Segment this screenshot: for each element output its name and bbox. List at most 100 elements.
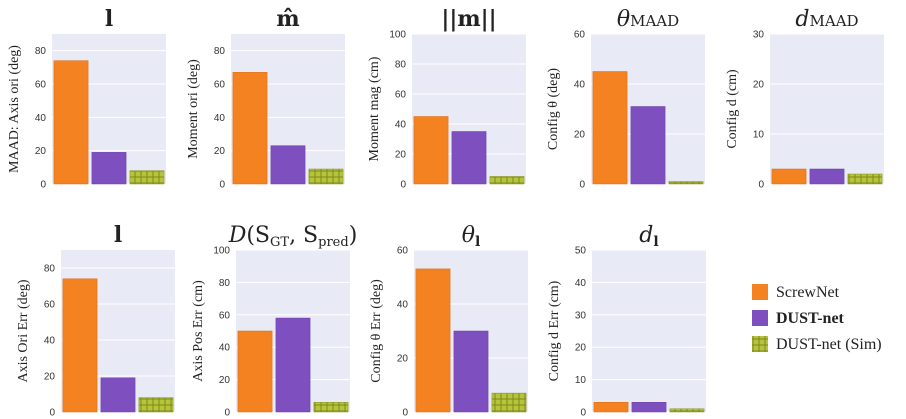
y-axis-label: Axis Ori Err (deg) xyxy=(16,279,31,382)
y-tick-label: 20 xyxy=(397,354,409,365)
chart-panel-2: 0 20 40 60 80 m̂ Moment ori (deg) xyxy=(186,6,345,191)
y-tick-label: 80 xyxy=(219,278,231,289)
bar-dust-net-sim xyxy=(491,392,527,413)
y-axis-label: Config θ (deg) xyxy=(546,68,561,150)
y-tick-label: 60 xyxy=(44,300,56,311)
bar-dust-net xyxy=(91,152,127,185)
bar-screwnet xyxy=(53,60,89,185)
legend: ScrewNet DUST-net DUST-net (Sim) xyxy=(752,284,882,353)
y-tick-label: 60 xyxy=(574,30,586,41)
legend-swatch xyxy=(752,336,768,352)
chart-title: D(SGT, Spred) xyxy=(228,223,358,250)
y-tick-label: 30 xyxy=(575,310,587,321)
chart-title: dl xyxy=(639,223,658,250)
y-axis-label: Moment ori (deg) xyxy=(186,59,201,159)
y-tick-label: 60 xyxy=(214,80,226,91)
legend-label: DUST-net xyxy=(776,310,845,327)
bar-dust-net xyxy=(631,402,667,413)
y-tick-label: 20 xyxy=(214,146,226,157)
bar-screwnet xyxy=(593,402,629,413)
y-tick-label: 20 xyxy=(575,343,587,354)
y-axis-label: Config θ Err (deg) xyxy=(369,279,384,383)
y-axis-label: Axis Pos Err (cm) xyxy=(191,280,206,382)
y-tick-label: 0 xyxy=(579,180,585,191)
y-tick-label: 40 xyxy=(35,113,47,124)
bar-dust-net xyxy=(451,131,487,185)
chart-title: l xyxy=(105,6,113,32)
bar-screwnet xyxy=(232,72,268,185)
bar-dust-net xyxy=(270,145,306,185)
chart-panel-4: 0 20 40 60 θMAAD Config θ (deg) xyxy=(546,7,705,191)
bar-dust-net xyxy=(809,168,845,185)
legend-swatch xyxy=(752,310,768,326)
y-axis-label: Moment mag (cm) xyxy=(367,56,382,161)
y-tick-label: 20 xyxy=(753,80,765,91)
plot-area xyxy=(770,34,884,184)
legend-swatch xyxy=(752,284,768,300)
y-tick-label: 60 xyxy=(219,310,231,321)
bar-dust-net-sim xyxy=(489,176,525,185)
y-tick-label: 0 xyxy=(402,408,408,419)
bar-dust-net-sim xyxy=(313,402,349,413)
y-tick-label: 20 xyxy=(35,146,47,157)
y-tick-label: 0 xyxy=(224,408,230,419)
bar-dust-net-sim xyxy=(847,173,883,185)
y-tick-label: 80 xyxy=(214,46,226,57)
y-tick-label: 20 xyxy=(219,375,231,386)
y-tick-label: 60 xyxy=(395,90,407,101)
chart-title: ||m|| xyxy=(441,6,496,32)
chart-panel-5: 0 10 20 30 dMAAD Config d (cm) xyxy=(725,7,884,191)
plot-area xyxy=(592,250,706,412)
y-axis-label: Config d Err (cm) xyxy=(547,280,562,381)
y-tick-label: 40 xyxy=(395,120,407,131)
chart-title: l xyxy=(114,222,122,248)
chart-panel-1: 0 20 40 60 80 l MAAD: Axis ori (deg) xyxy=(7,6,166,191)
chart-panel-9: 0 10 20 30 40 50 dl Config d Err (cm) xyxy=(547,223,706,419)
y-tick-label: 20 xyxy=(44,372,56,383)
y-tick-label: 50 xyxy=(575,246,587,257)
bar-dust-net-sim xyxy=(129,170,165,185)
y-tick-label: 40 xyxy=(214,113,226,124)
y-tick-label: 40 xyxy=(44,336,56,347)
y-tick-label: 80 xyxy=(395,60,407,71)
legend-label: DUST-net (Sim) xyxy=(776,336,882,353)
chart-panel-3: 0 20 40 60 80 100 ||m|| Moment mag (cm) xyxy=(367,6,526,191)
y-tick-label: 60 xyxy=(35,80,47,91)
bar-screwnet xyxy=(413,116,449,185)
bar-screwnet xyxy=(62,278,98,413)
bar-dust-net xyxy=(453,330,489,413)
y-tick-label: 80 xyxy=(44,264,56,275)
bar-dust-net-sim xyxy=(308,168,344,185)
bar-screwnet xyxy=(415,268,451,413)
y-tick-label: 10 xyxy=(753,130,765,141)
y-tick-label: 0 xyxy=(758,180,764,191)
chart-panel-8: 0 20 40 60 θl Config θ Err (deg) xyxy=(369,223,528,419)
y-tick-label: 40 xyxy=(397,300,409,311)
bar-screwnet xyxy=(237,330,273,413)
bar-screwnet xyxy=(771,168,807,185)
y-tick-label: 0 xyxy=(400,180,406,191)
y-tick-label: 20 xyxy=(574,130,586,141)
chart-title: dMAAD xyxy=(795,7,858,32)
y-axis-label: MAAD: Axis ori (deg) xyxy=(7,45,22,173)
y-tick-label: 20 xyxy=(395,150,407,161)
y-tick-label: 0 xyxy=(40,180,46,191)
y-tick-label: 0 xyxy=(580,408,586,419)
chart-panel-6: 0 20 40 60 80 l Axis Ori Err (deg) xyxy=(16,222,175,419)
y-tick-label: 80 xyxy=(35,46,47,57)
y-tick-label: 40 xyxy=(575,278,587,289)
bar-dust-net xyxy=(100,377,136,413)
y-tick-label: 40 xyxy=(574,80,586,91)
bar-dust-net-sim xyxy=(669,408,705,413)
y-tick-label: 10 xyxy=(575,375,587,386)
y-tick-label: 60 xyxy=(397,246,409,257)
chart-title: θl xyxy=(462,223,481,250)
chart-title: θMAAD xyxy=(617,7,679,32)
y-tick-label: 0 xyxy=(49,408,55,419)
chart-title: m̂ xyxy=(276,6,299,32)
y-tick-label: 40 xyxy=(219,343,231,354)
y-axis-label: Config d (cm) xyxy=(725,69,740,149)
y-tick-label: 30 xyxy=(753,30,765,41)
